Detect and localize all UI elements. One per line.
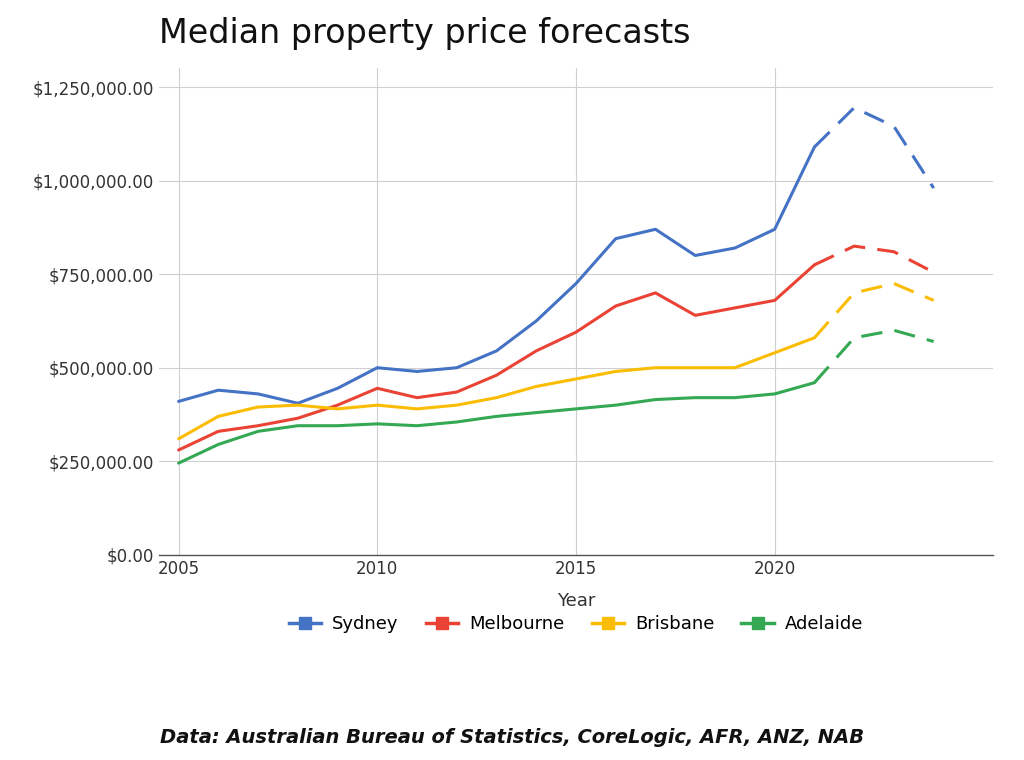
X-axis label: Year: Year [557, 591, 595, 610]
Text: Median property price forecasts: Median property price forecasts [159, 17, 690, 50]
Legend: Sydney, Melbourne, Brisbane, Adelaide: Sydney, Melbourne, Brisbane, Adelaide [289, 616, 863, 633]
Text: Data: Australian Bureau of Statistics, CoreLogic, AFR, ANZ, NAB: Data: Australian Bureau of Statistics, C… [160, 728, 864, 747]
